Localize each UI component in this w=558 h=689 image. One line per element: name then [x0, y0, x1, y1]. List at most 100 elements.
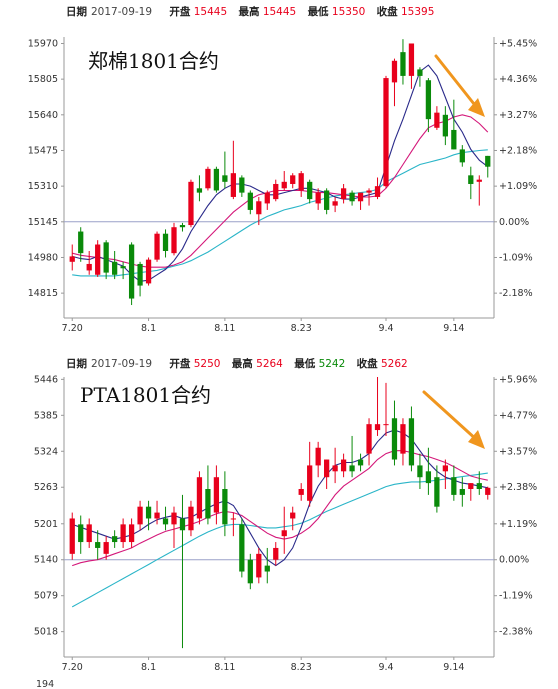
candle-body	[425, 471, 432, 484]
date-label: 日期	[66, 358, 87, 370]
candle-body	[468, 175, 474, 184]
candle-body	[391, 60, 398, 83]
y-tick-label: 15145	[28, 217, 58, 228]
candle-body	[281, 530, 287, 537]
candle-body	[230, 518, 236, 520]
candle-body	[400, 424, 406, 454]
candle-body	[315, 447, 321, 466]
high-label: 最高	[238, 6, 260, 18]
y-tick-label: 5263	[34, 482, 58, 493]
low-label: 最低	[294, 358, 316, 370]
candle-body	[256, 553, 262, 578]
x-tick-label: 8.1	[141, 662, 156, 673]
candle-body	[188, 506, 194, 531]
quote-info-bar: 日期 2017-09-19 开盘 5250 最高 5264 最低 5242 收盘 …	[66, 356, 416, 371]
candle-body	[332, 201, 338, 206]
date-label: 日期	[66, 6, 87, 18]
candle-body	[222, 489, 228, 525]
open-label: 开盘	[169, 6, 191, 18]
y-tick-label: 5446	[34, 374, 58, 385]
candle-body	[179, 518, 186, 531]
low-value: 15350	[331, 6, 366, 18]
candle-body	[120, 524, 126, 543]
y-tick-label: 5201	[34, 519, 58, 530]
candle-body	[349, 192, 355, 202]
candle-body	[391, 418, 398, 460]
candle-body	[103, 542, 109, 554]
candle-body	[264, 565, 270, 572]
candle-body	[324, 459, 330, 478]
candle-body	[340, 459, 347, 472]
candle-body	[374, 424, 381, 431]
candle-body	[120, 266, 126, 269]
candle-body	[230, 173, 236, 197]
candle-body	[69, 518, 75, 554]
candle-body	[400, 52, 406, 76]
candle-body	[315, 192, 321, 204]
candle-body	[281, 181, 287, 189]
candle-body	[188, 181, 194, 226]
y-tick-label: 5324	[34, 446, 58, 457]
y-tick-label: 15805	[28, 74, 58, 85]
pct-tick-label: +1.19%	[499, 519, 537, 530]
candle-body	[112, 536, 118, 543]
candle-body	[417, 69, 423, 76]
candle-body	[425, 80, 432, 120]
candle-body	[145, 506, 152, 519]
ma10-line	[72, 450, 488, 567]
candle-body	[349, 465, 355, 472]
chart-panel-pta: 日期 2017-09-19 开盘 5250 最高 5264 最低 5242 收盘 …	[0, 352, 558, 689]
trend-arrow-head	[468, 98, 485, 117]
chart-title: PTA1801合约	[80, 383, 211, 407]
open-value: 5250	[193, 358, 221, 370]
pct-tick-label: +4.36%	[499, 74, 537, 85]
candle-body	[137, 506, 143, 525]
ma10-line	[72, 114, 489, 268]
x-tick-label: 8.11	[214, 323, 235, 334]
candle-body	[128, 524, 135, 543]
close-label: 收盘	[376, 6, 398, 18]
candle-body	[112, 261, 118, 275]
candle-body	[213, 168, 220, 191]
candle-body	[485, 155, 491, 167]
candle-body	[476, 483, 482, 489]
close-value: 15395	[401, 6, 435, 18]
candlestick-chart-pta: 5446 +5.96% 5385 +4.77% 5324 +3.57% 5263 +2.38%…	[34, 374, 537, 689]
candle-body	[95, 542, 101, 548]
candle-body	[307, 465, 313, 501]
candle-body	[154, 512, 160, 519]
candle-body	[256, 201, 262, 215]
candlestick-chart-cotton: 15970 +5.45% 15805 +4.36% 15640 +3.27% 15475 +2…	[28, 37, 537, 334]
x-tick-label: 9.4	[378, 323, 393, 334]
candle-body	[357, 192, 364, 202]
pct-tick-label: +5.96%	[499, 374, 537, 385]
date-value: 2017-09-19	[91, 358, 153, 370]
candle-body	[196, 188, 203, 193]
date-value: 2017-09-19	[91, 6, 153, 18]
chart-title: 郑棉1801合约	[88, 49, 219, 73]
pct-tick-label: +2.38%	[499, 482, 537, 493]
candle-body	[95, 244, 101, 275]
candle-body	[408, 43, 415, 76]
candle-body	[459, 149, 465, 163]
candle-body	[222, 175, 228, 182]
y-tick-label: 14980	[28, 252, 58, 263]
ma5-line	[72, 429, 488, 567]
x-tick-label: 8.23	[291, 662, 312, 673]
open-value: 15445	[193, 6, 228, 18]
candle-body	[239, 524, 245, 572]
candle-body	[357, 459, 364, 466]
x-tick-label: 9.4	[378, 662, 393, 673]
candle-body	[171, 227, 177, 254]
y-tick-label: 5140	[34, 555, 58, 566]
x-tick-label: 8.23	[291, 323, 312, 334]
pct-tick-label: 0.00%	[499, 217, 529, 228]
x-tick-label: 8.1	[141, 323, 156, 334]
candle-body	[264, 192, 270, 204]
close-value: 5262	[380, 358, 408, 370]
candle-body	[332, 465, 338, 472]
x-tick-label: 7.20	[62, 662, 83, 673]
x-tick-label: 8.11	[214, 662, 235, 673]
candle-body	[434, 112, 440, 128]
quote-info-bar: 日期 2017-09-19 开盘 15445 最高 15445 最低 15350 …	[66, 4, 442, 19]
